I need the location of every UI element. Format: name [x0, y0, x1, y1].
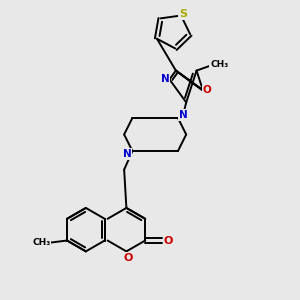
Text: O: O	[203, 85, 212, 95]
Text: O: O	[163, 236, 173, 245]
Text: N: N	[123, 149, 132, 159]
Text: N: N	[161, 74, 170, 84]
Text: N: N	[179, 110, 188, 120]
Text: CH₃: CH₃	[210, 60, 228, 69]
Text: CH₃: CH₃	[32, 238, 50, 247]
Text: O: O	[124, 253, 133, 262]
Text: S: S	[179, 10, 187, 20]
